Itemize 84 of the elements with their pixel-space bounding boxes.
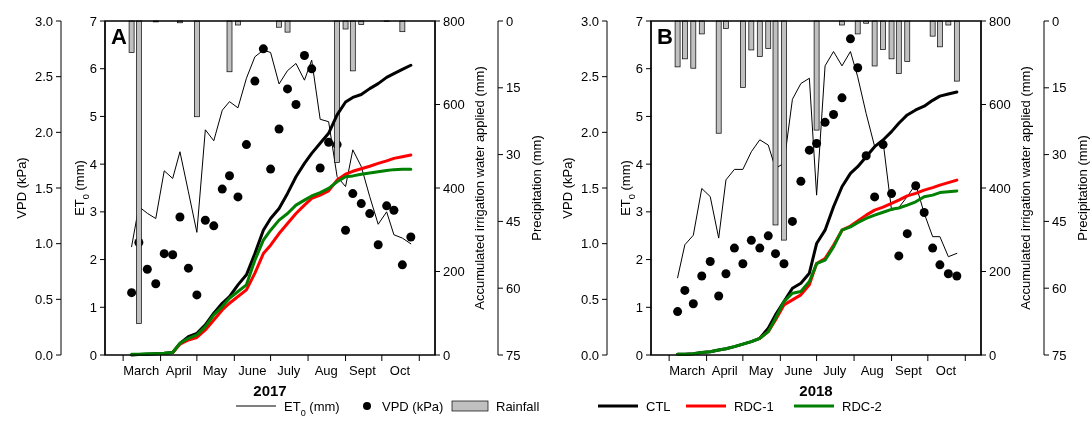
x-tick-label: April xyxy=(165,363,192,378)
y-tick-label: 1 xyxy=(635,299,643,315)
y2-tick-label: 2.5 xyxy=(34,69,53,85)
legend-label: CTL xyxy=(646,398,671,414)
y2-tick-label: 1.0 xyxy=(580,236,599,252)
y2-tick-label: 1.0 xyxy=(34,236,53,252)
y3-axis-title: Precipitation (mm) xyxy=(1075,135,1090,241)
y-axis-title: Accumulated irrigation water applied (mm) xyxy=(472,66,487,310)
y-tick-label: 5 xyxy=(89,108,97,124)
y3-tick-label: 60 xyxy=(1052,280,1067,296)
y-tick-label: 800 xyxy=(989,13,1011,29)
y2-tick-label: 2.0 xyxy=(34,124,53,140)
y2-tick-label: 1.5 xyxy=(34,180,53,196)
x-tick-label: June xyxy=(238,363,267,378)
x-tick-label: Oct xyxy=(935,363,957,378)
y2-tick-label: 0.0 xyxy=(34,347,53,363)
x-tick-label: July xyxy=(277,363,301,378)
y-tick-label: 0 xyxy=(635,347,643,363)
y-tick-label: 3 xyxy=(635,204,643,220)
y-tick-label: 400 xyxy=(989,180,1011,196)
y-axis-title: Accumulated irrigation water applied (mm) xyxy=(1018,66,1033,310)
y-tick-label: 0 xyxy=(89,347,97,363)
y-tick-label: 2 xyxy=(635,252,643,268)
x-tick-label: Aug xyxy=(860,363,884,378)
x-tick-label: May xyxy=(202,363,228,378)
x-tick-label: June xyxy=(784,363,813,378)
y-tick-label: 200 xyxy=(443,264,465,280)
legend-label: RDC-1 xyxy=(734,398,774,414)
x-tick-label: Oct xyxy=(389,363,411,378)
y2-tick-label: 2.5 xyxy=(580,69,599,85)
y-tick-label: 1 xyxy=(89,299,97,315)
y3-axis-title: Precipitation (mm) xyxy=(529,135,544,241)
y-tick-label: 800 xyxy=(443,13,465,29)
x-tick-label: May xyxy=(748,363,774,378)
x-tick-label: Sept xyxy=(895,363,923,378)
y-tick-label: 200 xyxy=(989,264,1011,280)
y-tick-label: 0 xyxy=(989,347,997,363)
y3-tick-label: 45 xyxy=(506,213,521,229)
x-axis-title: 2017 xyxy=(253,382,287,399)
y3-tick-label: 60 xyxy=(506,280,521,296)
y2-tick-label: 3.0 xyxy=(580,13,599,29)
legend-label: RDC-2 xyxy=(842,398,882,414)
x-tick-label: March xyxy=(669,363,706,378)
y2-tick-label: 3.0 xyxy=(34,13,53,29)
x-axis-title: 2018 xyxy=(799,382,833,399)
y3-tick-label: 30 xyxy=(1052,147,1067,163)
y2-axis-title: VPD (kPa) xyxy=(14,157,29,219)
legend-label: VPD (kPa) xyxy=(382,398,444,414)
legend-label: ET$_{0}$ (mm) xyxy=(284,398,340,418)
x-tick-label: Aug xyxy=(314,363,338,378)
y-tick-label: 6 xyxy=(635,61,643,77)
y-tick-label: 5 xyxy=(635,108,643,124)
y-tick-label: 600 xyxy=(443,97,465,113)
y-tick-label: 400 xyxy=(443,180,465,196)
y2-tick-label: 0.5 xyxy=(34,291,53,307)
chart-title: A xyxy=(111,24,127,49)
y-tick-label: 2 xyxy=(89,252,97,268)
y-tick-label: 600 xyxy=(989,97,1011,113)
x-tick-label: April xyxy=(711,363,738,378)
y2-tick-label: 0.0 xyxy=(580,347,599,363)
y-tick-label: 0 xyxy=(443,347,451,363)
y2-tick-label: 1.5 xyxy=(580,180,599,196)
y3-tick-label: 45 xyxy=(1052,213,1067,229)
y2-axis-title: VPD (kPa) xyxy=(560,157,575,219)
x-tick-label: Sept xyxy=(349,363,377,378)
y-tick-label: 6 xyxy=(89,61,97,77)
y3-tick-label: 0 xyxy=(1052,13,1060,29)
y-tick-label: 4 xyxy=(635,156,643,172)
y3-tick-label: 0 xyxy=(506,13,514,29)
chart-title: B xyxy=(657,24,673,49)
y-tick-label: 7 xyxy=(89,13,97,29)
y3-tick-label: 30 xyxy=(506,147,521,163)
y3-tick-label: 75 xyxy=(1052,347,1067,363)
y-tick-label: 7 xyxy=(635,13,643,29)
y2-tick-label: 2.0 xyxy=(580,124,599,140)
legend-label: Rainfall xyxy=(496,398,540,414)
y-tick-label: 3 xyxy=(89,204,97,220)
y3-tick-label: 15 xyxy=(1052,80,1067,96)
x-tick-label: March xyxy=(123,363,160,378)
y2-tick-label: 0.5 xyxy=(580,291,599,307)
y3-tick-label: 75 xyxy=(506,347,521,363)
y-tick-label: 4 xyxy=(89,156,97,172)
x-tick-label: July xyxy=(823,363,847,378)
y3-tick-label: 15 xyxy=(506,80,521,96)
